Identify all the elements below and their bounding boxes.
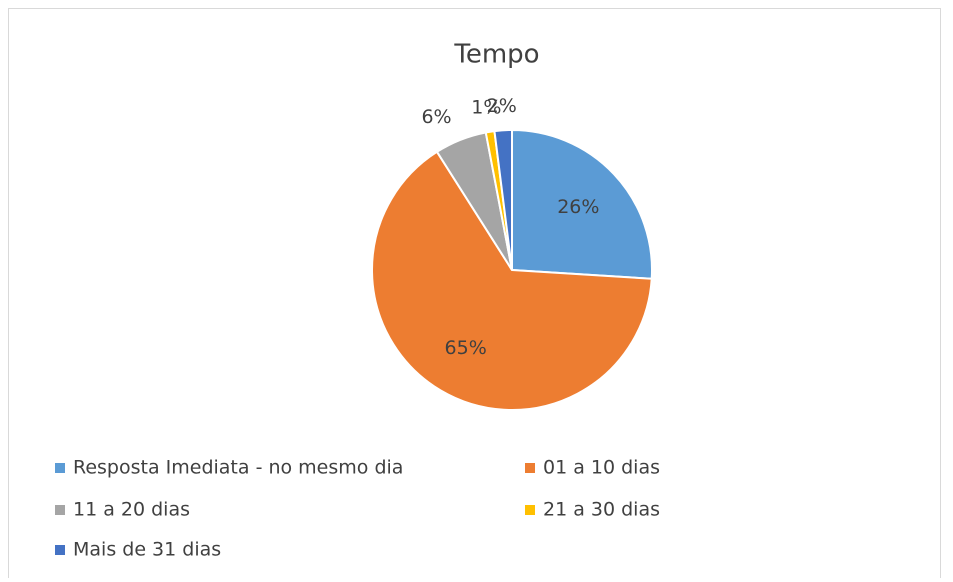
- pie-slice: [493, 128, 513, 271]
- legend-marker: [525, 463, 535, 473]
- pie-slice: [511, 128, 653, 280]
- data-label: 2%: [487, 95, 517, 117]
- legend-marker: [55, 463, 65, 473]
- legend-label: 11 a 20 dias: [73, 499, 190, 521]
- legend-marker: [55, 545, 65, 555]
- data-label: 1%: [471, 97, 501, 119]
- legend-label: 01 a 10 dias: [543, 457, 660, 479]
- legend-marker: [55, 505, 65, 515]
- legend-label: Mais de 31 dias: [73, 539, 221, 561]
- data-label: 26%: [557, 196, 599, 218]
- data-label: 6%: [421, 106, 451, 128]
- legend-marker: [525, 505, 535, 515]
- legend-label: 21 a 30 dias: [543, 499, 660, 521]
- legend-label: Resposta Imediata - no mesmo dia: [73, 457, 403, 479]
- data-label: 65%: [445, 337, 487, 359]
- pie-slice: [371, 150, 653, 411]
- chart-title: Tempo: [453, 40, 539, 70]
